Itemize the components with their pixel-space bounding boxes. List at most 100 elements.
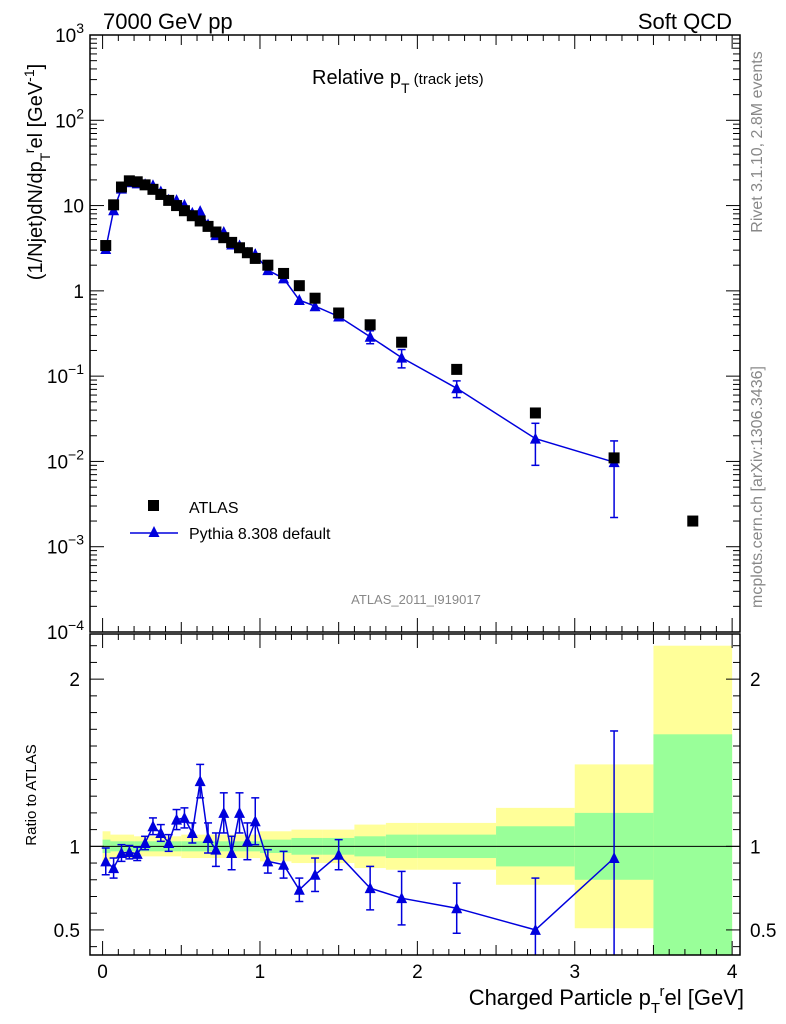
pythia-marker [364,330,376,342]
atlas-marker [234,242,246,254]
header-right: Soft QCD [638,9,732,34]
legend-label-pythia: Pythia 8.308 default [189,526,331,543]
main-title: Relative pT (track jets) [312,67,484,96]
ratio-y-tick-label: 1 [69,837,80,858]
pythia-marker [309,300,321,312]
ratio-pythia-marker [364,882,376,894]
legend: ATLAS Pythia 8.308 default [130,500,331,543]
pythia-marker [293,294,305,306]
ratio-pythia-marker [202,831,214,843]
atlas-marker [364,319,376,331]
main-frame [89,34,741,633]
ratio-y-axis-label: Ratio to ATLAS [23,744,40,845]
x-tick-label: 3 [569,962,580,983]
ratio-pythia-marker [262,855,274,867]
ratio-pythia-marker [226,847,238,859]
ratio-y-tick-label-right: 0.5 [750,921,776,942]
pythia-line [104,181,615,463]
atlas-marker [608,452,620,464]
main-y-tick-label: 102 [55,105,84,132]
ratio-frame [89,633,741,956]
ratio-pythia-marker [100,855,112,867]
ratio-pythia-marker [123,846,135,858]
ratio-pythia-marker [108,862,120,874]
pythia-marker [396,351,408,363]
main-y-tick-label: 1 [73,282,84,303]
ratio-pythia-marker [278,858,290,870]
atlas-marker [178,205,190,217]
atlas-marker [262,259,274,271]
ratio-pythia-marker [139,836,151,848]
ratio-pythia-marker [608,852,620,864]
atlas-marker [194,215,206,227]
ratio-pythia-marker [451,902,463,914]
main-y-tick-label: 10−2 [47,446,84,473]
ratio-band-stat [653,734,733,955]
ratio-pythia-marker [155,826,167,838]
ratio-y-tick-label: 2 [69,670,80,691]
ratio-pythia-marker [210,843,222,855]
main-y-tick-label: 10−3 [47,532,84,559]
x-tick-label: 0 [97,962,108,983]
atlas-marker [218,232,230,244]
side-label-rivet: Rivet 3.1.10, 2.8M events [749,51,766,232]
ratio-panel: 0.5 0.5 1 1 2 2 Ratio to ATLAS [23,633,776,956]
atlas-marker [293,280,305,292]
atlas-marker [210,226,222,238]
atlas-marker [100,240,112,252]
ratio-pythia-marker [194,775,206,787]
ratio-data [100,730,620,955]
main-y-tick-label: 10−1 [47,361,84,388]
atlas-marker [529,407,541,419]
main-ticks [90,35,740,633]
ratio-pythia-marker [163,836,175,848]
side-label-mcplots: mcplots.cern.ch [arXiv:1306.3436] [749,366,766,608]
atlas-marker [123,175,135,187]
ratio-ticks [90,634,740,955]
atlas-marker [108,199,120,211]
header-left: 7000 GeV pp [103,9,233,34]
atlas-marker [309,292,321,304]
main-y-tick-label: 103 [55,20,84,47]
atlas-marker [687,515,699,527]
atlas-marker [163,194,175,206]
atlas-marker [278,267,290,279]
atlas-marker [131,176,143,188]
ratio-pythia-marker [396,892,408,904]
ratio-pythia-marker [309,868,321,880]
x-tick-label: 2 [412,962,423,983]
x-tick-labels: 0 1 2 3 4 [97,962,738,983]
ratio-pythia-marker [171,813,183,825]
main-y-axis-label: (1/Njet)dN/dpTrel [GeV-1] [21,64,53,280]
x-tick-label: 1 [255,962,266,983]
legend-marker-atlas [148,500,159,511]
ratio-pythia-marker [115,847,127,859]
legend-label-atlas: ATLAS [189,500,239,517]
pythia-marker [451,382,463,394]
main-y-tick-label: 10−4 [47,617,84,644]
atlas-marker [226,236,238,248]
atlas-marker [451,363,463,375]
ratio-pythia-marker [131,847,143,859]
atlas-marker [155,188,167,200]
legend-marker-pythia [148,526,160,537]
ratio-pythia-marker [241,835,253,847]
atlas-marker [396,336,408,348]
ratio-pythia-marker [249,815,261,827]
ratio-pythia-marker [178,811,190,823]
atlas-marker [249,252,261,264]
main-y-tick-label: 10 [63,197,84,218]
atlas-marker [202,220,214,232]
atlas-marker [139,179,151,191]
main-data [100,175,699,527]
ratio-bands [90,645,740,955]
ratio-pythia-marker [529,923,541,935]
pythia-marker [529,432,541,444]
ratio-y-tick-label: 0.5 [54,921,80,942]
x-axis-label: Charged Particle pTrel [GeV] [469,983,744,1017]
atlas-marker [186,210,198,222]
ratio-y-tick-label-right: 2 [750,670,761,691]
